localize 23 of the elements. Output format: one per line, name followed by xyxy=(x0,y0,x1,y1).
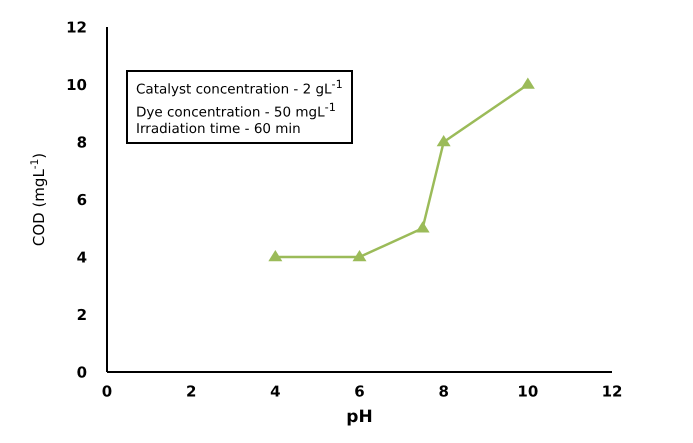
point xyxy=(436,135,451,146)
y-tick-label: 0 xyxy=(76,363,87,382)
annotation: Catalyst concentration - 2 gL$^{-1}$ xyxy=(136,77,343,98)
y-tick-label: 10 xyxy=(66,76,87,94)
point xyxy=(520,78,535,89)
x-tick-label: 0 xyxy=(102,382,112,401)
point xyxy=(352,250,366,262)
x-tick-label: 6 xyxy=(354,382,365,401)
x-tick-label: 4 xyxy=(270,382,281,401)
annotation: Irradiation time - 60 min xyxy=(136,121,302,138)
point xyxy=(268,250,282,262)
y-tick-label: 2 xyxy=(76,306,87,324)
y-tick-label: 4 xyxy=(76,248,87,266)
x-tick-label: 2 xyxy=(186,382,196,401)
point xyxy=(416,221,430,232)
x-axis-title: pH xyxy=(346,407,373,427)
x-tick-label: 8 xyxy=(438,382,449,401)
annotation: Dye concentration - 50 mgL$^{-1}$ xyxy=(136,100,337,121)
x-tick-label: 10 xyxy=(517,382,538,401)
y-tick-label: 12 xyxy=(66,18,87,36)
y-tick-label: 8 xyxy=(76,133,87,152)
x-tick-label: 12 xyxy=(602,382,622,401)
y-tick-label: 6 xyxy=(76,190,87,209)
